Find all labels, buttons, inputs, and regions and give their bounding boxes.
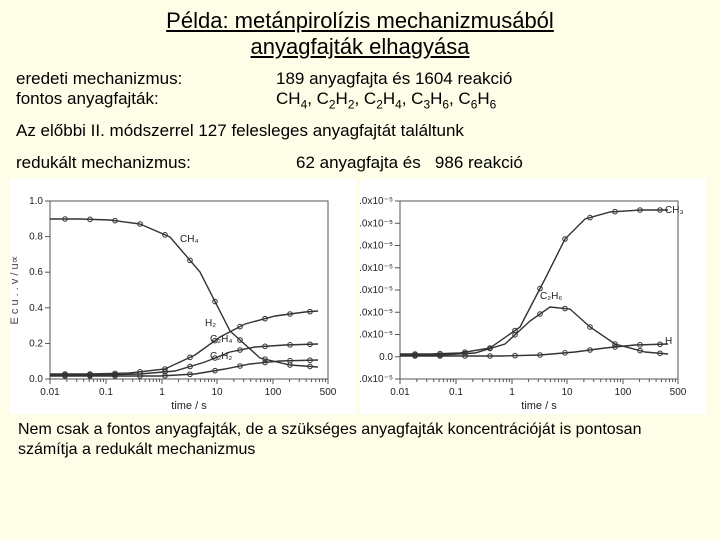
- svg-text:H: H: [665, 336, 672, 347]
- svg-text:10: 10: [211, 387, 223, 398]
- svg-text:0.0: 0.0: [379, 352, 393, 363]
- svg-text:C₂H₆: C₂H₆: [540, 291, 562, 302]
- slide-title: Példa: metánpirolízis mechanizmusából an…: [0, 0, 720, 61]
- title-line1: Példa: metánpirolízis mechanizmusából: [166, 8, 554, 33]
- svg-text:2.0x10⁻⁵: 2.0x10⁻⁵: [360, 307, 393, 318]
- svg-text:1.0: 1.0: [29, 196, 43, 207]
- value-species: CH4, C2H2, C2H4, C3H6, C6H6: [276, 89, 704, 111]
- svg-text:0.01: 0.01: [40, 387, 60, 398]
- svg-text:CH₄: CH₄: [180, 234, 199, 245]
- reduced-mechanism-row: redukált mechanizmus: 62 anyagfajta és 9…: [0, 145, 720, 173]
- svg-text:500: 500: [320, 387, 337, 398]
- svg-text:0.01: 0.01: [390, 387, 410, 398]
- charts-container: 0.010.1110100500time / s0.00.20.40.60.81…: [0, 173, 720, 414]
- footer-text: Nem csak a fontos anyagfajták, de a szük…: [0, 414, 720, 460]
- label-important: fontos anyagfajták:: [16, 89, 276, 109]
- svg-text:CH₃: CH₃: [665, 205, 684, 216]
- svg-text:4.0x10⁻⁵: 4.0x10⁻⁵: [360, 263, 393, 274]
- value-reduced: 62 anyagfajta és 986 reakció: [296, 153, 704, 173]
- original-mechanism-row: eredeti mechanizmus: fontos anyagfajták:…: [0, 61, 720, 111]
- svg-text:10: 10: [561, 387, 573, 398]
- svg-text:0.2: 0.2: [29, 339, 43, 350]
- svg-text:500: 500: [670, 387, 687, 398]
- svg-text:-1.0x10⁻⁵: -1.0x10⁻⁵: [360, 374, 393, 385]
- svg-text:1: 1: [509, 387, 515, 398]
- svg-text:100: 100: [265, 387, 282, 398]
- svg-text:0.1: 0.1: [449, 387, 463, 398]
- method-result-line: Az előbbi II. módszerrel 127 felesleges …: [0, 117, 720, 141]
- svg-text:time / s: time / s: [171, 400, 207, 412]
- chart-left: 0.01 0.1 1 10 100 500 time / s 0.0 0.2 0.4 0.6 0.8 1…: [10, 179, 356, 414]
- chart-right: 0.01 0.1 1 10 100 500 time / s -1.0x10⁻⁵ 0.0 1.0x…: [360, 179, 706, 414]
- svg-text:0.0: 0.0: [29, 374, 43, 385]
- svg-text:E c u . . v / u∝: E c u . . v / u∝: [10, 256, 21, 325]
- svg-text:0.8: 0.8: [29, 232, 43, 243]
- chart-left-svg: 0.01 0.1 1 10 100 500 time / s 0.0 0.2 0.4 0.6 0.8 1…: [10, 179, 356, 414]
- label-original: eredeti mechanizmus:: [16, 69, 276, 89]
- svg-text:0.1: 0.1: [99, 387, 113, 398]
- svg-text:C₂H₄: C₂H₄: [210, 334, 232, 345]
- svg-text:6.0x10⁻⁵: 6.0x10⁻⁵: [360, 218, 393, 229]
- svg-text:0.4: 0.4: [29, 303, 43, 314]
- svg-text:1.0x10⁻⁵: 1.0x10⁻⁵: [360, 330, 393, 341]
- svg-text:time / s: time / s: [521, 400, 557, 412]
- svg-text:1: 1: [159, 387, 165, 398]
- svg-text:100: 100: [615, 387, 632, 398]
- svg-text:5.0x10⁻⁵: 5.0x10⁻⁵: [360, 241, 393, 252]
- svg-text:7.0x10⁻⁵: 7.0x10⁻⁵: [360, 196, 393, 207]
- svg-text:H₂: H₂: [205, 318, 216, 329]
- value-counts: 189 anyagfajta és 1604 reakció: [276, 69, 704, 89]
- svg-text:0.6: 0.6: [29, 267, 43, 278]
- chart-right-svg: 0.01 0.1 1 10 100 500 time / s -1.0x10⁻⁵ 0.0 1.0x…: [360, 179, 706, 414]
- label-reduced: redukált mechanizmus:: [16, 153, 296, 173]
- title-line2: anyagfajták elhagyása: [251, 34, 470, 59]
- svg-text:3.0x10⁻⁵: 3.0x10⁻⁵: [360, 285, 393, 296]
- svg-text:C₂H₂: C₂H₂: [210, 351, 232, 362]
